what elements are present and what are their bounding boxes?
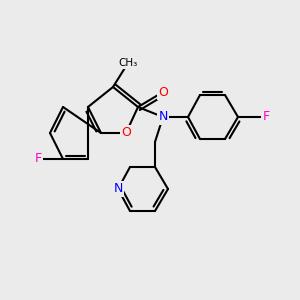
Text: O: O xyxy=(158,85,168,98)
Text: CH₃: CH₃ xyxy=(118,58,138,68)
Text: F: F xyxy=(262,110,270,124)
Text: N: N xyxy=(113,182,123,196)
Text: N: N xyxy=(158,110,168,124)
Text: F: F xyxy=(34,152,42,166)
Text: O: O xyxy=(121,127,131,140)
